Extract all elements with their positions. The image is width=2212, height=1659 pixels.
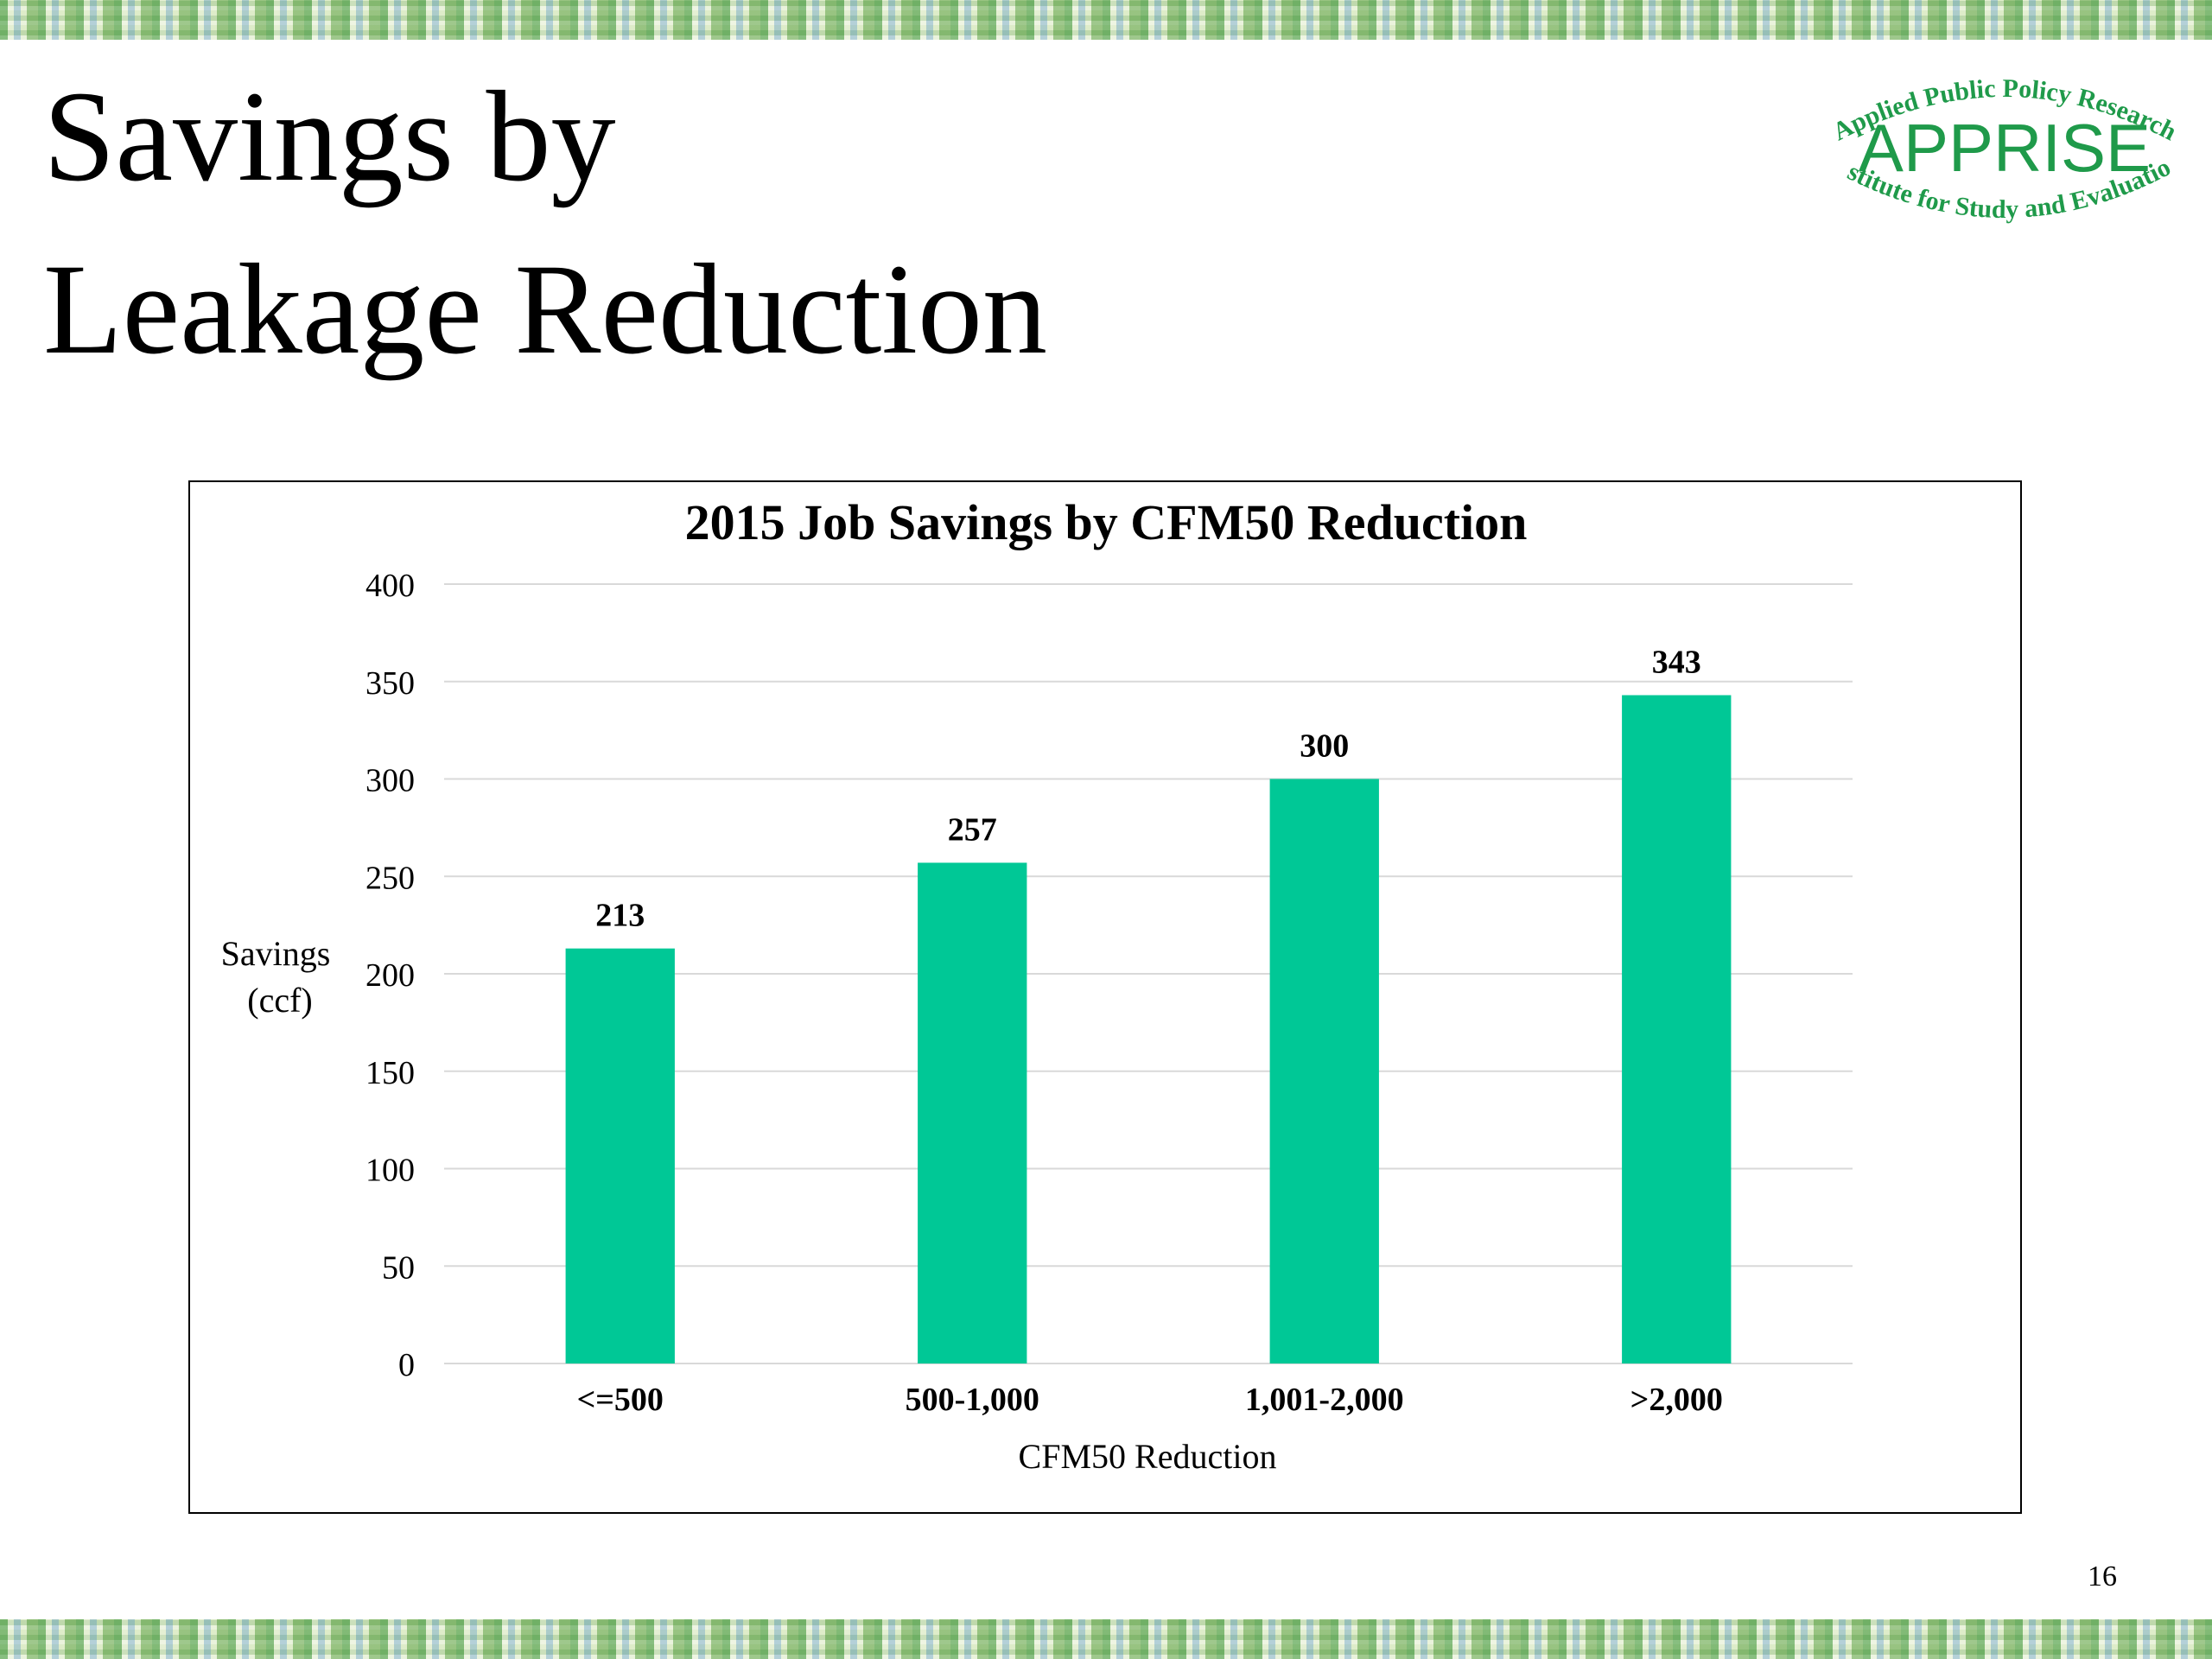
y-axis-label: Savings (ccf) xyxy=(221,934,340,1020)
y-tick-label-0: 0 xyxy=(398,1347,415,1383)
data-label-3: 343 xyxy=(1652,645,1701,681)
slide-title-line-1: Savings by xyxy=(43,65,616,208)
chart-frame: 0 50 100 150 200 250 300 350 400 213 257 300 343 <=… xyxy=(188,480,2022,1514)
x-tick-label-2: 1,001-2,000 xyxy=(1245,1382,1404,1418)
slide-title: Savings by Leakage Reduction xyxy=(43,50,1047,396)
y-tick-label-7: 350 xyxy=(365,665,415,702)
y-tick-label-2: 100 xyxy=(365,1153,415,1189)
y-axis-label-line-2: (ccf) xyxy=(247,981,312,1020)
chart-data-labels: 213 257 300 343 xyxy=(595,645,1701,934)
bar-0 xyxy=(565,948,675,1363)
y-tick-label-8: 400 xyxy=(365,568,415,604)
y-tick-label-3: 150 xyxy=(365,1055,415,1091)
y-tick-label-1: 50 xyxy=(382,1249,415,1286)
page-number: 16 xyxy=(2088,1560,2117,1592)
decorative-bottom-border xyxy=(0,1619,2212,1659)
x-tick-label-1: 500-1,000 xyxy=(906,1382,1039,1418)
data-label-0: 213 xyxy=(595,898,645,934)
slide-title-line-2: Leakage Reduction xyxy=(43,238,1047,381)
x-tick-label-3: >2,000 xyxy=(1630,1382,1723,1418)
data-label-1: 257 xyxy=(948,811,997,848)
x-axis-label: CFM50 Reduction xyxy=(1019,1437,1277,1476)
bar-3 xyxy=(1622,695,1732,1363)
chart-y-tick-labels: 0 50 100 150 200 250 300 350 400 xyxy=(365,568,415,1383)
y-tick-label-6: 300 xyxy=(365,763,415,799)
x-tick-label-0: <=500 xyxy=(577,1382,664,1418)
chart-x-tick-labels: <=500 500-1,000 1,001-2,000 >2,000 xyxy=(577,1382,1723,1418)
y-axis-label-line-1: Savings xyxy=(221,934,331,973)
bar-2 xyxy=(1269,779,1379,1363)
decorative-top-border xyxy=(0,0,2212,40)
chart-bars xyxy=(565,695,1732,1363)
y-tick-label-5: 250 xyxy=(365,860,415,896)
apprise-logo: Applied Public Policy Research APPRISE I… xyxy=(1815,45,2181,224)
chart-title: 2015 Job Savings by CFM50 Reduction xyxy=(685,494,1528,550)
chart-gridlines xyxy=(444,583,1853,1364)
logo-wordmark: APPRISE xyxy=(1859,110,2151,186)
bar-1 xyxy=(918,862,1027,1363)
bar-chart: 0 50 100 150 200 250 300 350 400 213 257 300 343 <=… xyxy=(221,494,1853,1476)
y-tick-label-4: 200 xyxy=(365,957,415,994)
data-label-2: 300 xyxy=(1300,728,1349,765)
